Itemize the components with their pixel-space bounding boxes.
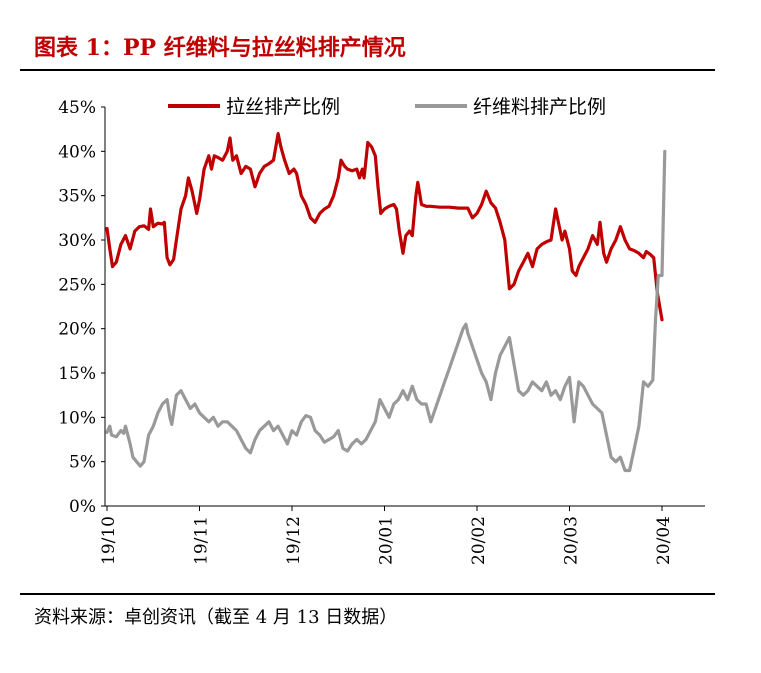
- figure-title: 图表 1：PP 纤维料与拉丝料排产情况: [34, 35, 406, 61]
- y-tick-label: 30%: [58, 231, 96, 251]
- source-note: 资料来源：卓创资讯（截至 4 月 13 日数据）: [34, 607, 398, 628]
- y-tick-label: 20%: [58, 320, 96, 340]
- x-tick-label: 20/01: [377, 516, 397, 565]
- y-tick-label: 5%: [69, 453, 96, 473]
- y-tick-label: 10%: [58, 408, 96, 428]
- series-line-fiber: [105, 149, 667, 473]
- series-line-drawing: [105, 132, 664, 322]
- legend-label: 纤维料排产比例: [473, 96, 606, 118]
- x-tick-label: 20/04: [654, 516, 674, 565]
- x-tick-label: 19/12: [284, 516, 304, 565]
- y-tick-label: 15%: [58, 364, 96, 384]
- y-tick-label: 40%: [58, 142, 96, 162]
- y-tick-label: 25%: [58, 275, 96, 295]
- chart-legend: 拉丝排产比例 纤维料排产比例: [168, 96, 606, 118]
- chart-axes: 0% 5% 10% 15% 20% 25% 30% 35% 40% 45% 19/10 19/11 19…: [58, 98, 705, 565]
- x-tick-label: 19/10: [99, 516, 119, 565]
- y-tick-label: 45%: [58, 98, 96, 118]
- x-tick-label: 20/03: [562, 516, 582, 565]
- bottom-rule: [20, 593, 715, 595]
- legend-label: 拉丝排产比例: [226, 96, 340, 118]
- y-tick-label: 0%: [69, 497, 96, 517]
- x-tick-label: 20/02: [469, 516, 489, 565]
- y-tick-label: 35%: [58, 187, 96, 207]
- plot-area: [105, 132, 667, 473]
- top-rule: [20, 69, 715, 71]
- x-tick-label: 19/11: [192, 516, 212, 565]
